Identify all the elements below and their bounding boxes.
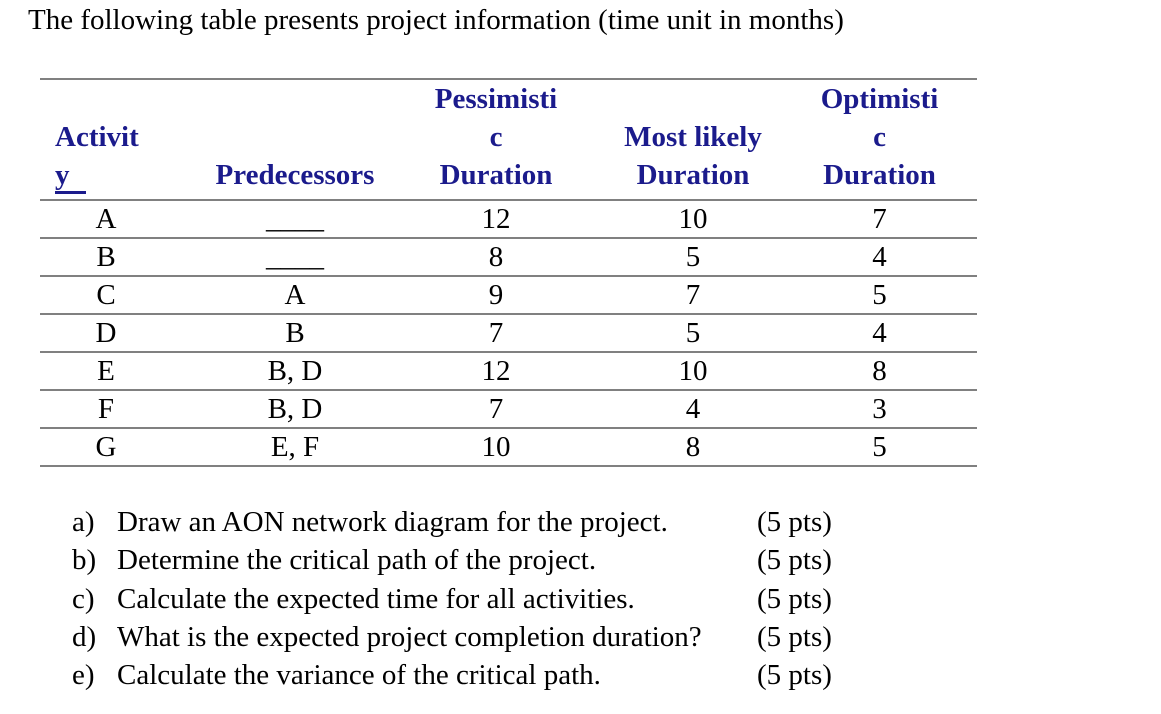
cell-optimistic: 5: [812, 428, 977, 467]
column-header-pessimistic-duration: Pessimisti c Duration: [418, 79, 574, 201]
cell-pessimistic: 12: [418, 200, 574, 239]
cell-optimistic: 3: [812, 390, 977, 429]
cell-predecessors: E, F: [172, 428, 418, 467]
cell-activity: A: [40, 200, 172, 239]
column-header-activity-line2: y: [55, 159, 86, 194]
table-row: E B, D 12 10 8: [40, 352, 977, 391]
cell-activity: G: [40, 428, 172, 467]
column-header-activity: Activit y: [40, 79, 172, 201]
table-row: G E, F 10 8 5: [40, 428, 977, 467]
table-row: A ____ 12 10 7: [40, 200, 977, 239]
cell-predecessors: B, D: [172, 390, 418, 429]
cell-activity: F: [40, 390, 172, 429]
project-info-table: Activit y Predecessors Pessimisti c Durat…: [40, 78, 977, 467]
question-label: a): [72, 506, 95, 538]
table-row: C A 9 7 5: [40, 276, 977, 315]
question-text: Draw an AON network diagram for the proj…: [117, 506, 668, 538]
cell-pessimistic: 8: [418, 238, 574, 277]
cell-optimistic: 5: [812, 276, 977, 315]
question-row: c) Calculate the expected time for all a…: [72, 580, 832, 618]
cell-optimistic: 4: [812, 314, 977, 353]
table-row: B ____ 8 5 4: [40, 238, 977, 277]
cell-pessimistic: 7: [418, 314, 574, 353]
cell-activity: C: [40, 276, 172, 315]
cell-optimistic: 8: [812, 352, 977, 391]
cell-most-likely: 5: [574, 238, 812, 277]
column-header-most-likely-duration: Most likely Duration: [574, 79, 812, 201]
cell-most-likely: 10: [574, 200, 812, 239]
column-header-activity-line1: Activit: [55, 121, 139, 153]
cell-optimistic: 4: [812, 238, 977, 277]
question-row: e) Calculate the variance of the critica…: [72, 656, 832, 694]
column-header-predecessors: Predecessors: [172, 79, 418, 201]
question-text: What is the expected project completion …: [117, 620, 702, 653]
table-row: D B 7 5 4: [40, 314, 977, 353]
cell-most-likely: 10: [574, 352, 812, 391]
question-points: (5 pts): [757, 506, 832, 538]
cell-activity: D: [40, 314, 172, 353]
question-points: (5 pts): [757, 544, 832, 577]
question-text: Determine the critical path of the proje…: [117, 544, 597, 577]
column-header-optimistic-duration: Optimisti c Duration: [812, 79, 977, 201]
question-row: b) Determine the critical path of the pr…: [72, 541, 832, 579]
cell-predecessors: ____: [172, 238, 418, 277]
question-text: Calculate the expected time for all acti…: [117, 582, 635, 615]
cell-pessimistic: 7: [418, 390, 574, 429]
questions-list: a) Draw an AON network diagram for the p…: [72, 503, 832, 694]
question-label: c): [72, 582, 95, 615]
table-header-row: Activit y Predecessors Pessimisti c Durat…: [40, 79, 977, 201]
cell-most-likely: 8: [574, 428, 812, 467]
question-label: e): [72, 659, 95, 692]
cell-most-likely: 7: [574, 276, 812, 315]
question-text: Calculate the variance of the critical p…: [117, 659, 601, 692]
cell-optimistic: 7: [812, 200, 977, 239]
cell-pessimistic: 9: [418, 276, 574, 315]
question-points: (5 pts): [757, 659, 832, 692]
page-title: The following table presents project inf…: [28, 4, 844, 36]
cell-most-likely: 4: [574, 390, 812, 429]
cell-activity: B: [40, 238, 172, 277]
cell-most-likely: 5: [574, 314, 812, 353]
question-row: d) What is the expected project completi…: [72, 618, 832, 656]
question-points: (5 pts): [757, 582, 832, 615]
question-label: b): [72, 544, 97, 577]
cell-activity: E: [40, 352, 172, 391]
question-label: d): [72, 620, 97, 653]
cell-pessimistic: 10: [418, 428, 574, 467]
cell-predecessors: B: [172, 314, 418, 353]
question-points: (5 pts): [757, 620, 832, 653]
cell-predecessors: ____: [172, 200, 418, 239]
table-row: F B, D 7 4 3: [40, 390, 977, 429]
cell-predecessors: B, D: [172, 352, 418, 391]
cell-pessimistic: 12: [418, 352, 574, 391]
cell-predecessors: A: [172, 276, 418, 315]
question-row: a) Draw an AON network diagram for the p…: [72, 503, 832, 541]
